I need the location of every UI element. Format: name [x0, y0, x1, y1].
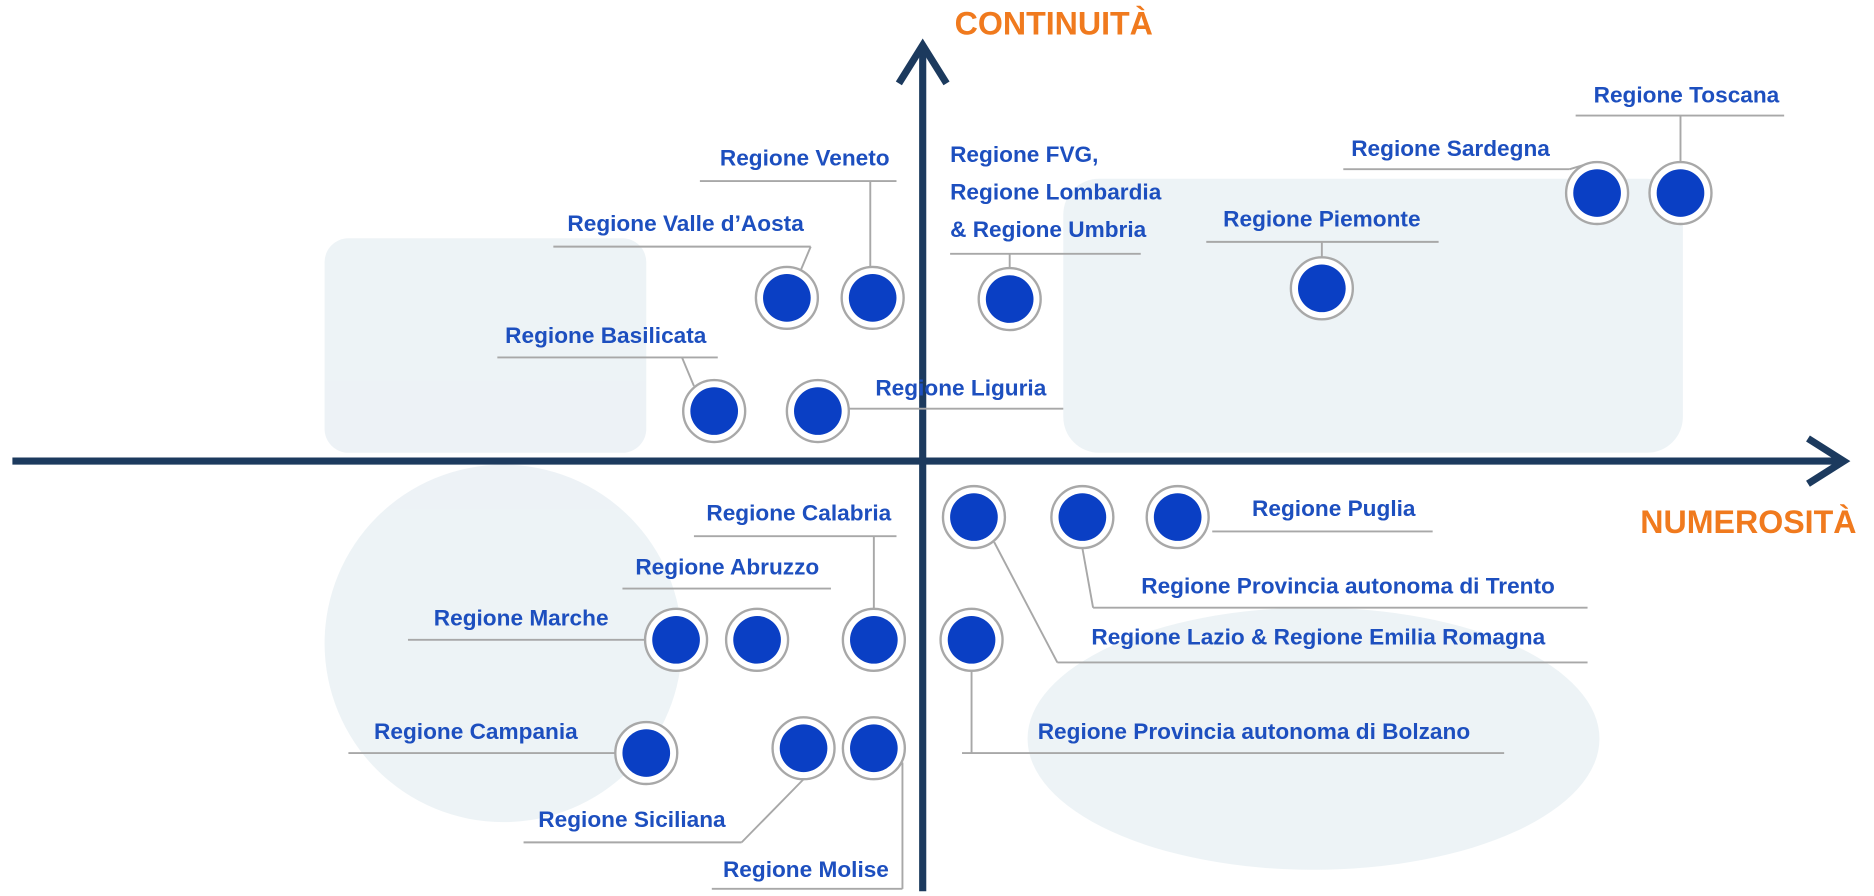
- node-label: Regione Toscana: [1594, 82, 1780, 107]
- node-label: Regione FVG,: [950, 142, 1098, 167]
- node-dot: [850, 616, 898, 664]
- node-label: Regione Siciliana: [538, 807, 726, 832]
- leader-line: [800, 246, 812, 270]
- node-dot: [779, 724, 828, 773]
- y-axis-title: CONTINUITÀ: [955, 6, 1153, 42]
- node-label: Regione Valle d’Aosta: [567, 211, 804, 236]
- node-dot: [733, 616, 781, 664]
- node-label: Regione Liguria: [875, 376, 1046, 401]
- node-dot: [1573, 169, 1621, 217]
- node-dot: [985, 275, 1034, 323]
- node-label: Regione Basilicata: [505, 323, 707, 348]
- node-dot: [763, 274, 811, 322]
- node-dot: [1298, 264, 1346, 313]
- node-label: Regione Puglia: [1252, 496, 1416, 521]
- node-dot: [1058, 493, 1107, 541]
- node-label: Regione Lombardia: [950, 180, 1162, 205]
- leader-line: [1081, 547, 1095, 608]
- node-label: Regione Piemonte: [1223, 206, 1420, 231]
- node-dot: [690, 387, 739, 435]
- leader-line: [740, 778, 805, 844]
- node-label: Regione Calabria: [706, 501, 891, 526]
- background-illustration: [324, 178, 1683, 870]
- node-label: Regione Abruzzo: [635, 554, 819, 579]
- node-dot: [794, 387, 842, 435]
- node-label: & Regione Umbria: [950, 217, 1147, 242]
- leader-line: [681, 357, 695, 387]
- node-dot: [1656, 169, 1705, 217]
- node-label: Regione Campania: [374, 719, 578, 744]
- node-dot: [947, 616, 996, 664]
- node-label: Regione Veneto: [720, 146, 890, 171]
- node-label: Regione Lazio & Regione Emilia Romagna: [1091, 625, 1545, 650]
- node-label: Regione Provincia autonoma di Bolzano: [1038, 719, 1470, 744]
- y-arrow: [895, 38, 950, 86]
- node-label: Regione Marche: [434, 606, 609, 631]
- node-dot: [850, 724, 898, 773]
- node-label: Regione Provincia autonoma di Trento: [1141, 573, 1555, 598]
- node-dot: [622, 729, 671, 777]
- node-dot: [652, 616, 700, 664]
- node-dot: [848, 274, 897, 322]
- node-label: Regione Molise: [723, 857, 889, 882]
- node-dot: [1153, 493, 1202, 541]
- x-axis-title: NUMEROSITÀ: [1640, 504, 1856, 540]
- leader-line: [993, 541, 1059, 663]
- node-label: Regione Sardegna: [1351, 136, 1550, 161]
- x-arrow: [1806, 435, 1851, 487]
- node-dot: [950, 493, 998, 541]
